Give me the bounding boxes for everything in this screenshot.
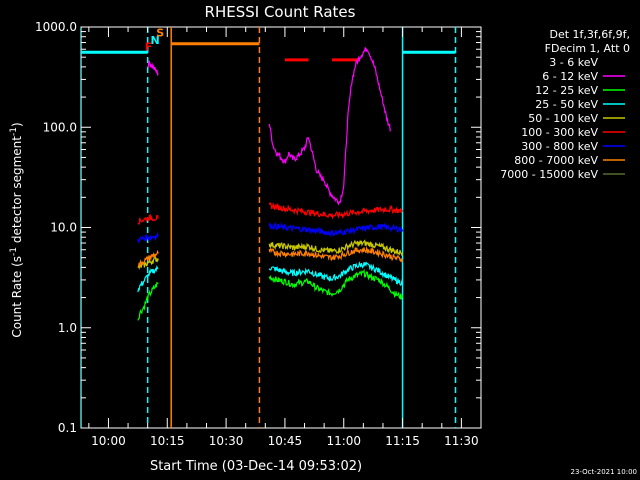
legend-header-line-2: FDecim 1, Att 0 [545, 42, 630, 55]
series-line [137, 232, 159, 244]
x-axis-label: Start Time (03-Dec-14 09:53:02) [150, 459, 362, 474]
series-line [268, 47, 392, 206]
legend-entry-label: 800 - 7000 keV [514, 154, 598, 167]
y-tick-label: 0.1 [58, 421, 77, 435]
x-tick-label: 11:00 [326, 434, 361, 448]
series-line [268, 221, 404, 237]
series-line [137, 256, 159, 271]
series-line [268, 239, 404, 256]
series-line [268, 261, 404, 287]
series-line [147, 60, 159, 77]
y-axis-label-part-1: Count Rate (s [10, 256, 24, 338]
series-line [268, 245, 404, 263]
y-axis-label-part-2: detector segment [10, 136, 24, 247]
generation-timestamp: 23-Oct-2021 10:00 [571, 468, 637, 476]
y-axis-label: Count Rate (s-1 detector segment-1) [9, 122, 24, 337]
plot-clipped-content: FNS [81, 27, 457, 428]
legend-entry-label: 25 - 50 keV [535, 98, 598, 111]
y-axis-label-exponent-2: -1 [9, 127, 19, 136]
state-marker-label: S [156, 27, 164, 40]
series-line [137, 249, 159, 268]
series-line [137, 281, 159, 321]
legend: Det 1f,3f,6f,9f, FDecim 1, Att 0 3 - 6 k… [500, 28, 630, 181]
x-tick-label: 10:15 [150, 434, 185, 448]
y-tick-label: 100.0 [43, 120, 77, 134]
y-tick-label: 1000.0 [35, 20, 77, 34]
legend-header-line-1: Det 1f,3f,6f,9f, [549, 28, 630, 41]
y-axis-label-part-3: ) [10, 122, 24, 127]
x-tick-label: 10:00 [91, 434, 126, 448]
y-tick-label: 1.0 [58, 321, 77, 335]
x-tick-label: 10:45 [268, 434, 303, 448]
legend-entry-label: 50 - 100 keV [528, 112, 598, 125]
y-axis: 0.1 1.0 10.0 100.0 1000.0 [35, 20, 481, 435]
legend-entry-label: 12 - 25 keV [535, 84, 598, 97]
legend-entry-label: 6 - 12 keV [542, 70, 598, 83]
y-tick-label: 10.0 [50, 221, 77, 235]
x-tick-label: 11:15 [385, 434, 420, 448]
x-tick-label: 10:30 [209, 434, 244, 448]
state-marker-label: N [151, 34, 160, 47]
legend-entry-label: 100 - 300 keV [521, 126, 598, 139]
x-tick-label: 11:30 [444, 434, 479, 448]
legend-entry-label: 7000 - 15000 keV [500, 168, 598, 181]
series-line [268, 66, 392, 183]
chart-title: RHESSI Count Rates [205, 3, 356, 21]
x-axis: 10:00 10:15 10:30 10:45 11:00 11:15 11:30 [88, 27, 482, 448]
series-line [137, 213, 159, 225]
state-marker-label: F [145, 41, 153, 54]
series-line [268, 202, 404, 220]
legend-entry-label: 3 - 6 keV [549, 56, 598, 69]
plot-area: FNS [80, 26, 482, 429]
y-axis-label-exponent-1: -1 [9, 247, 19, 256]
series-line [137, 265, 159, 293]
series-line [268, 268, 404, 300]
legend-entry-label: 300 - 800 keV [521, 140, 598, 153]
